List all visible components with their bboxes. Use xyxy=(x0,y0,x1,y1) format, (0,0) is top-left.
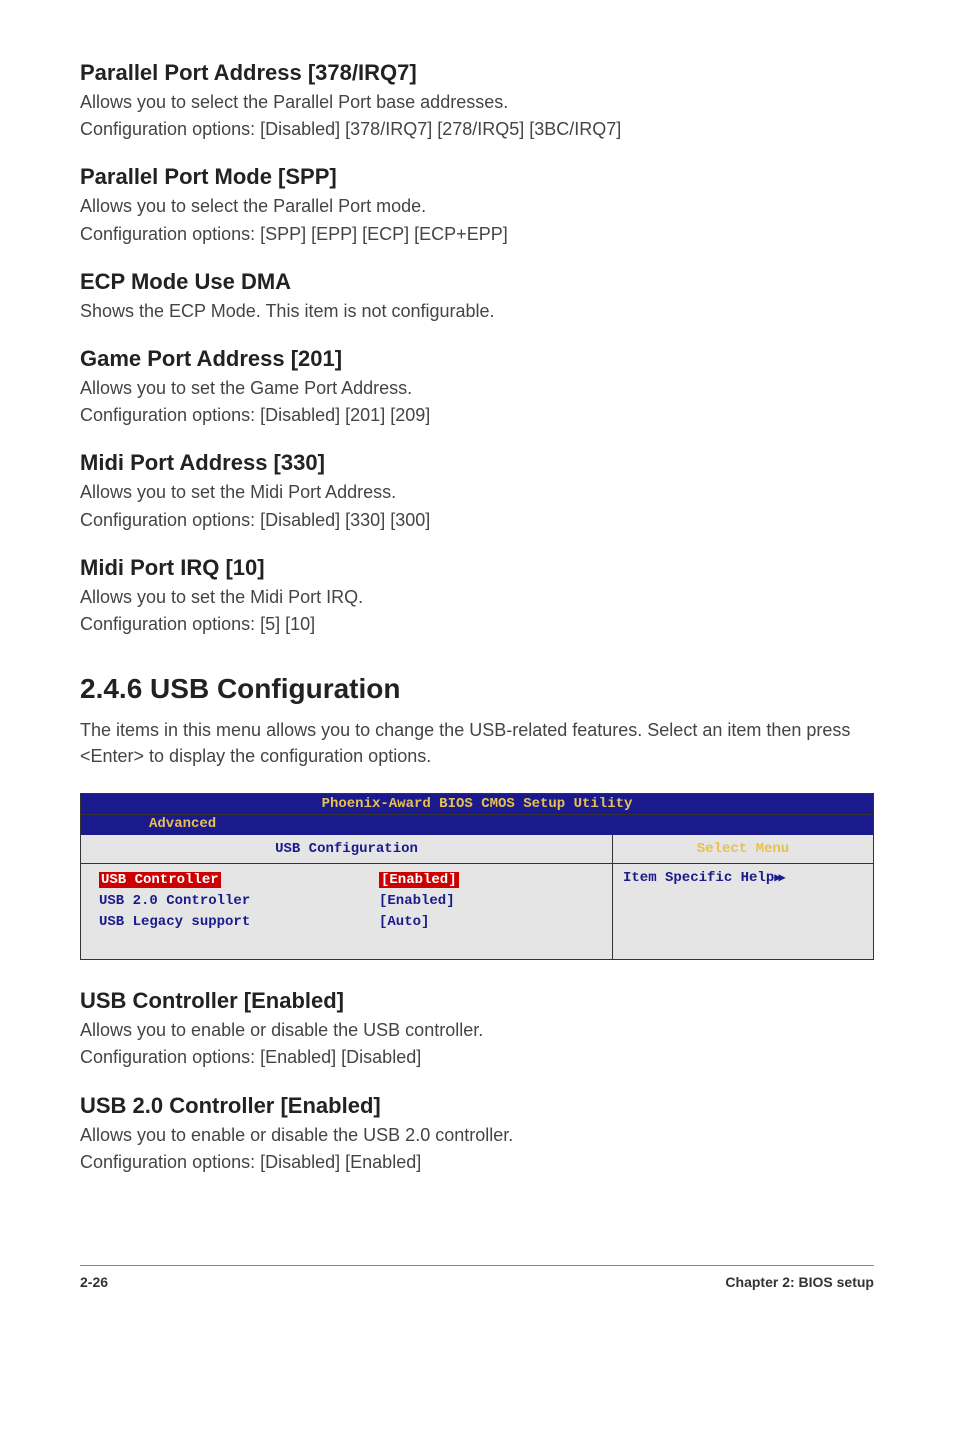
bios-right-header: Select Menu xyxy=(613,835,873,864)
text-usb-controller-desc: Allows you to enable or disable the USB … xyxy=(80,1018,874,1043)
text-midi-address-desc: Allows you to set the Midi Port Address. xyxy=(80,480,874,505)
bios-left-header: USB Configuration xyxy=(81,835,612,864)
chapter-label: Chapter 2: BIOS setup xyxy=(725,1274,874,1290)
text-game-port-options: Configuration options: [Disabled] [201] … xyxy=(80,403,874,428)
text-usb20-controller-options: Configuration options: [Disabled] [Enabl… xyxy=(80,1150,874,1175)
bios-label-usb-controller: USB Controller xyxy=(99,872,221,888)
bios-row-usb-legacy[interactable]: USB Legacy support [Auto] xyxy=(99,912,602,933)
heading-parallel-address: Parallel Port Address [378/IRQ7] xyxy=(80,60,874,86)
text-ecp-mode-desc: Shows the ECP Mode. This item is not con… xyxy=(80,299,874,324)
heading-midi-address: Midi Port Address [330] xyxy=(80,450,874,476)
arrow-right-icon: ▶▶ xyxy=(774,871,782,885)
bios-tab-row: Advanced xyxy=(81,815,873,835)
text-parallel-address-desc: Allows you to select the Parallel Port b… xyxy=(80,90,874,115)
text-usb20-controller-desc: Allows you to enable or disable the USB … xyxy=(80,1123,874,1148)
heading-usb-configuration: 2.4.6 USB Configuration xyxy=(80,673,874,705)
heading-game-port: Game Port Address [201] xyxy=(80,346,874,372)
heading-midi-irq: Midi Port IRQ [10] xyxy=(80,555,874,581)
bios-right-panel: Select Menu Item Specific Help▶▶ xyxy=(613,835,873,959)
text-game-port-desc: Allows you to set the Game Port Address. xyxy=(80,376,874,401)
bios-row-usb20-controller[interactable]: USB 2.0 Controller [Enabled] xyxy=(99,891,602,912)
bios-value-usb-controller: [Enabled] xyxy=(379,872,459,888)
text-midi-address-options: Configuration options: [Disabled] [330] … xyxy=(80,508,874,533)
heading-usb-controller: USB Controller [Enabled] xyxy=(80,988,874,1014)
bios-label-usb-legacy: USB Legacy support xyxy=(99,914,250,930)
bios-tab-advanced[interactable]: Advanced xyxy=(141,815,224,833)
bios-value-usb20-controller: [Enabled] xyxy=(379,893,455,909)
text-usb-controller-options: Configuration options: [Enabled] [Disabl… xyxy=(80,1045,874,1070)
bios-label-usb20-controller: USB 2.0 Controller xyxy=(99,893,250,909)
bios-setup-panel: Phoenix-Award BIOS CMOS Setup Utility Ad… xyxy=(80,793,874,960)
bios-title: Phoenix-Award BIOS CMOS Setup Utility xyxy=(81,794,873,815)
heading-parallel-mode: Parallel Port Mode [SPP] xyxy=(80,164,874,190)
bios-help-text: Item Specific Help xyxy=(623,870,774,886)
bios-left-panel: USB Configuration USB Controller [Enable… xyxy=(81,835,613,959)
heading-ecp-mode: ECP Mode Use DMA xyxy=(80,269,874,295)
text-usb-configuration-intro: The items in this menu allows you to cha… xyxy=(80,717,874,769)
page-footer: 2-26 Chapter 2: BIOS setup xyxy=(80,1265,874,1290)
bios-help-content: Item Specific Help▶▶ xyxy=(613,864,873,892)
text-midi-irq-options: Configuration options: [5] [10] xyxy=(80,612,874,637)
bios-row-usb-controller[interactable]: USB Controller [Enabled] xyxy=(99,870,602,891)
bios-options-list: USB Controller [Enabled] USB 2.0 Control… xyxy=(81,864,612,959)
text-parallel-address-options: Configuration options: [Disabled] [378/I… xyxy=(80,117,874,142)
bios-body: USB Configuration USB Controller [Enable… xyxy=(81,835,873,959)
bios-value-usb-legacy: [Auto] xyxy=(379,914,429,930)
text-midi-irq-desc: Allows you to set the Midi Port IRQ. xyxy=(80,585,874,610)
heading-usb20-controller: USB 2.0 Controller [Enabled] xyxy=(80,1093,874,1119)
page-number: 2-26 xyxy=(80,1274,108,1290)
text-parallel-mode-options: Configuration options: [SPP] [EPP] [ECP]… xyxy=(80,222,874,247)
text-parallel-mode-desc: Allows you to select the Parallel Port m… xyxy=(80,194,874,219)
